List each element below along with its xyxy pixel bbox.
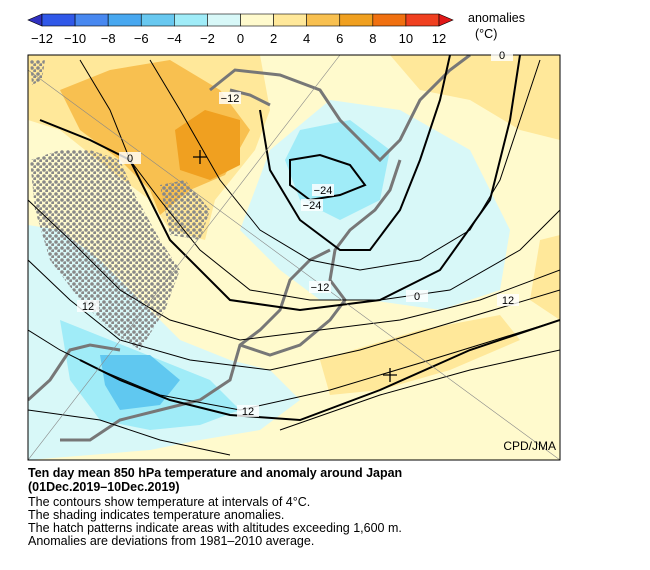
credit: CPD/JMA — [503, 439, 556, 453]
map-frame — [27, 54, 561, 461]
colorbar-label: −4 — [167, 31, 182, 46]
contour-label: 12 — [82, 301, 94, 313]
contour-label-bg — [219, 92, 241, 104]
colorbar-label: 2 — [270, 31, 277, 46]
colorbar-label: 12 — [432, 31, 446, 46]
contour-label: −12 — [221, 93, 240, 105]
contour-label-bg — [119, 152, 141, 164]
contour-label-bg — [237, 405, 259, 417]
colorbar-label: −8 — [101, 31, 116, 46]
colorbar-label: −10 — [64, 31, 86, 46]
contour-label-bg — [301, 199, 323, 211]
contour-label-bg — [309, 281, 331, 293]
colorbar-segment — [306, 13, 341, 27]
colorbar-segment — [339, 13, 374, 27]
contour-label: 0 — [127, 153, 133, 165]
caption-line: The shading indicates temperature anomal… — [28, 508, 285, 522]
colorbar-label: 10 — [399, 31, 413, 46]
colorbar-segment — [372, 13, 407, 27]
caption-line: Anomalies are deviations from 1981–2010 … — [28, 534, 315, 548]
contour-label-bg — [491, 49, 513, 61]
contour-label: 0 — [499, 50, 505, 62]
colorbar-label: 8 — [369, 31, 376, 46]
colorbar-segment — [174, 13, 208, 27]
contour-label: −12 — [311, 282, 330, 294]
caption-line: The contours show temperature at interva… — [28, 495, 311, 509]
colorbar-label: −6 — [134, 31, 149, 46]
contour-label: −24 — [303, 200, 322, 212]
colorbar-label: 6 — [336, 31, 343, 46]
map — [28, 55, 560, 460]
colorbar-label: −2 — [200, 31, 215, 46]
colorbar-arrow — [438, 13, 454, 27]
colorbar: −12 −10 −8 −6 −4 −2 0 2 4 6 8 10 12 — [27, 13, 454, 46]
colorbar-label: 4 — [303, 31, 310, 46]
colorbar-segment — [140, 13, 175, 27]
colorbar-title: anomalies — [468, 11, 525, 25]
contour-label-bg — [312, 184, 334, 196]
contour-label: 12 — [242, 406, 254, 418]
colorbar-label: 0 — [237, 31, 244, 46]
caption-line: The hatch patterns indicate areas with a… — [28, 521, 402, 535]
contour-label: 0 — [414, 291, 420, 303]
contour-label-bg — [406, 290, 428, 302]
contour-label-bg — [77, 300, 99, 312]
caption-title: Ten day mean 850 hPa temperature and ano… — [28, 466, 403, 480]
contour-label: 12 — [502, 295, 514, 307]
colorbar-segment — [405, 13, 440, 27]
colorbar-label: −12 — [31, 31, 53, 46]
colorbar-unit: (°C) — [475, 27, 497, 41]
colorbar-segment — [273, 13, 307, 27]
map-figure: −12 −10 −8 −6 −4 −2 0 2 4 6 8 10 12 anomalies (°C) — [27, 11, 561, 461]
colorbar-segment — [41, 13, 76, 27]
colorbar-segment — [240, 13, 274, 27]
contour-label-bg — [497, 294, 519, 306]
colorbar-segment — [107, 13, 142, 27]
contour-labels: 0 −12 0 −24 −24 −12 0 12 12 12 — [77, 49, 519, 418]
colorbar-arrow — [27, 13, 43, 27]
contour-label: −24 — [314, 185, 333, 197]
colorbar-segment — [207, 13, 241, 27]
colorbar-segment — [74, 13, 109, 27]
caption-period: (01Dec.2019–10Dec.2019) — [28, 480, 180, 494]
